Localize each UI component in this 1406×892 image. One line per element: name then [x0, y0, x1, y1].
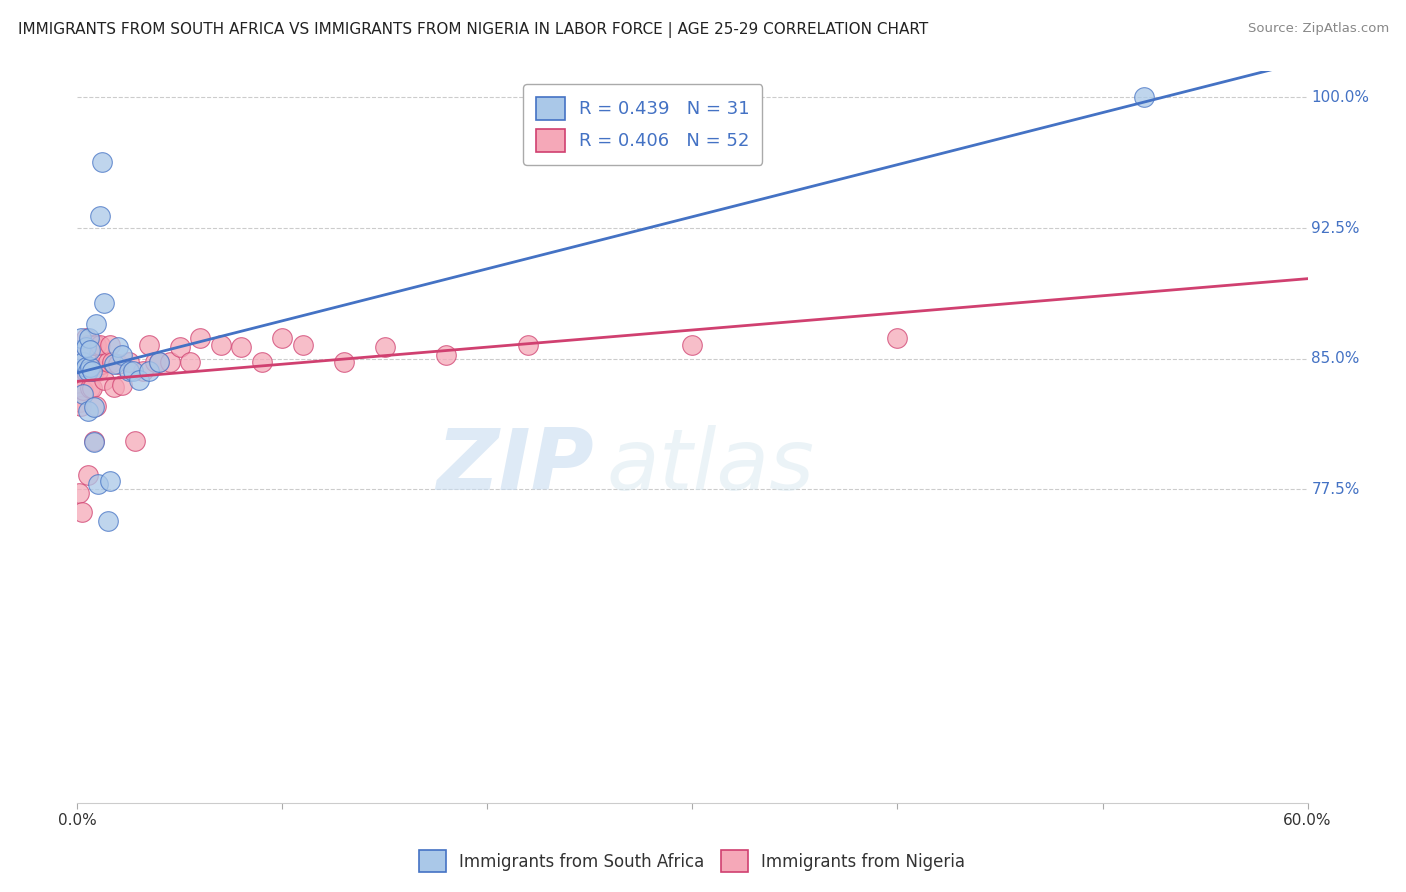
- Point: [72, 355, 94, 369]
- Point: [72, 386, 94, 401]
- Point: [169, 339, 191, 353]
- Point: [128, 373, 150, 387]
- Text: 92.5%: 92.5%: [1312, 220, 1360, 235]
- Point: [291, 338, 314, 352]
- Point: [517, 338, 540, 352]
- Point: [67, 364, 90, 378]
- Point: [90, 155, 114, 169]
- Point: [103, 379, 125, 393]
- Point: [333, 355, 356, 369]
- Point: [75, 331, 97, 345]
- Point: [148, 355, 170, 369]
- Point: [179, 355, 201, 369]
- Text: ZIP: ZIP: [436, 425, 595, 508]
- Point: [121, 364, 143, 378]
- Point: [159, 355, 181, 369]
- Point: [84, 399, 107, 413]
- Text: atlas: atlas: [606, 425, 814, 508]
- Point: [138, 338, 160, 352]
- Point: [79, 343, 101, 357]
- Point: [1132, 90, 1154, 104]
- Point: [374, 339, 396, 353]
- Point: [98, 338, 121, 352]
- Point: [231, 339, 253, 353]
- Point: [79, 381, 101, 395]
- Point: [84, 338, 107, 352]
- Point: [111, 377, 134, 392]
- Point: [117, 355, 139, 369]
- Point: [117, 364, 139, 378]
- Point: [98, 474, 121, 488]
- Point: [70, 364, 93, 378]
- Text: 85.0%: 85.0%: [1312, 351, 1360, 367]
- Point: [80, 364, 103, 378]
- Text: 77.5%: 77.5%: [1312, 482, 1360, 497]
- Point: [69, 343, 91, 357]
- Point: [89, 338, 111, 352]
- Point: [250, 355, 273, 369]
- Point: [84, 317, 107, 331]
- Point: [90, 357, 114, 371]
- Point: [148, 355, 170, 369]
- Point: [75, 339, 97, 353]
- Point: [72, 343, 94, 357]
- Point: [79, 360, 101, 375]
- Point: [77, 331, 100, 345]
- Point: [143, 355, 166, 369]
- Point: [132, 364, 155, 378]
- Point: [69, 381, 91, 395]
- Text: IMMIGRANTS FROM SOUTH AFRICA VS IMMIGRANTS FROM NIGERIA IN LABOR FORCE | AGE 25-: IMMIGRANTS FROM SOUTH AFRICA VS IMMIGRAN…: [18, 22, 928, 38]
- Point: [79, 357, 101, 371]
- Point: [83, 435, 105, 450]
- Point: [76, 404, 98, 418]
- Point: [80, 381, 103, 395]
- Point: [209, 338, 232, 352]
- Point: [436, 348, 458, 362]
- Point: [107, 357, 129, 371]
- Point: [101, 355, 124, 369]
- Point: [107, 339, 129, 353]
- Point: [83, 434, 105, 448]
- Point: [67, 485, 90, 500]
- Point: [83, 401, 105, 415]
- Point: [93, 296, 115, 310]
- Point: [80, 338, 103, 352]
- Point: [73, 364, 96, 378]
- Point: [72, 383, 94, 397]
- Point: [87, 477, 110, 491]
- Point: [138, 364, 160, 378]
- Point: [72, 505, 94, 519]
- Point: [271, 331, 294, 345]
- Point: [87, 364, 110, 378]
- Point: [70, 399, 93, 413]
- Point: [97, 355, 120, 369]
- Point: [97, 514, 120, 528]
- Point: [69, 395, 91, 409]
- Point: [124, 434, 146, 448]
- Point: [70, 331, 93, 345]
- Text: 100.0%: 100.0%: [1312, 90, 1369, 105]
- Text: Source: ZipAtlas.com: Source: ZipAtlas.com: [1249, 22, 1389, 36]
- Point: [83, 364, 105, 378]
- Legend: Immigrants from South Africa, Immigrants from Nigeria: Immigrants from South Africa, Immigrants…: [413, 844, 972, 879]
- Point: [682, 338, 704, 352]
- Point: [188, 331, 212, 345]
- Point: [76, 468, 98, 483]
- Point: [76, 338, 98, 352]
- Point: [89, 209, 111, 223]
- Point: [93, 373, 115, 387]
- Point: [886, 331, 908, 345]
- Point: [111, 348, 134, 362]
- Point: [103, 357, 125, 371]
- Point: [75, 360, 97, 375]
- Point: [75, 364, 97, 378]
- Point: [76, 364, 98, 378]
